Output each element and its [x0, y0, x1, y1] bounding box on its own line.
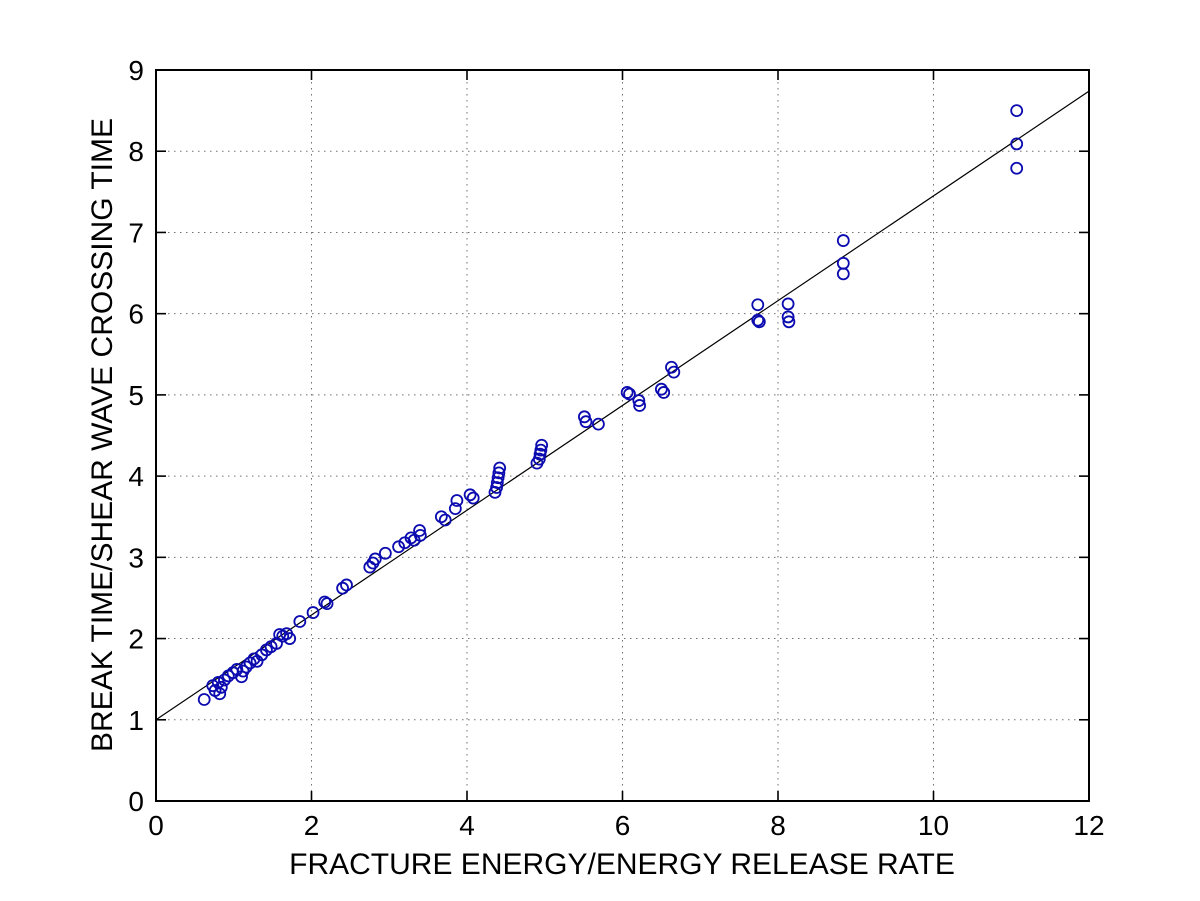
- x-tick-label: 8: [770, 810, 786, 841]
- data-point: [751, 313, 765, 327]
- x-axis-label: FRACTURE ENERGY/ENERGY RELEASE RATE: [289, 848, 955, 881]
- data-point: [751, 298, 765, 312]
- data-point: [466, 491, 480, 505]
- y-tick-label: 9: [128, 55, 144, 86]
- data-point: [438, 513, 452, 527]
- data-point: [368, 552, 382, 566]
- y-axis-label: BREAK TIME/SHEAR WAVE CROSSING TIME: [86, 118, 119, 752]
- data-point: [1010, 137, 1024, 151]
- data-point: [218, 673, 231, 687]
- data-point: [781, 310, 795, 324]
- data-point: [782, 315, 796, 329]
- data-point: [378, 546, 392, 560]
- x-tick-label: 4: [459, 810, 475, 841]
- y-tick-label: 0: [128, 786, 144, 817]
- x-tick-label: 12: [1073, 810, 1104, 841]
- data-point: [490, 476, 504, 490]
- data-point: [239, 660, 253, 674]
- data-point: [623, 387, 636, 401]
- data-point: [579, 415, 593, 429]
- data-point: [1010, 104, 1024, 118]
- data-point: [306, 606, 320, 619]
- data-point: [413, 529, 427, 542]
- y-tick-label: 6: [128, 299, 144, 330]
- data-point: [591, 417, 605, 431]
- y-tick-label: 3: [128, 542, 144, 573]
- y-tick-label: 1: [128, 705, 144, 736]
- data-point: [214, 680, 228, 694]
- data-point: [667, 365, 681, 379]
- data-point: [320, 597, 334, 611]
- data-point: [318, 595, 332, 609]
- data-point: [654, 382, 668, 396]
- x-tick-label: 6: [615, 810, 631, 841]
- data-point: [197, 693, 211, 706]
- data-point: [632, 394, 646, 407]
- data-point: [535, 438, 549, 452]
- data-point: [532, 452, 546, 466]
- y-tick-label: 8: [128, 136, 144, 167]
- data-point: [448, 502, 462, 516]
- data-point: [293, 615, 307, 628]
- data-point: [657, 386, 671, 399]
- data-points: [197, 104, 1024, 706]
- fit-line-segment: [155, 90, 1090, 721]
- data-point: [836, 234, 850, 247]
- data-point: [413, 524, 426, 537]
- data-point: [493, 461, 507, 475]
- gridlines: [156, 70, 1089, 801]
- y-tick-label: 2: [128, 624, 144, 655]
- x-tick-label: 2: [304, 810, 320, 841]
- plot-border: [155, 69, 1090, 802]
- data-point: [836, 256, 850, 270]
- data-point: [492, 466, 506, 480]
- data-point: [752, 315, 766, 329]
- data-point: [491, 471, 505, 485]
- y-tick-label: 7: [128, 217, 144, 248]
- data-point: [434, 510, 448, 524]
- data-point: [283, 632, 297, 645]
- data-point: [336, 581, 350, 595]
- data-point: [633, 399, 647, 412]
- data-point: [836, 267, 850, 281]
- x-tick-label: 0: [148, 810, 164, 841]
- data-point: [340, 578, 353, 592]
- data-point: [781, 297, 795, 311]
- fit-line: [155, 90, 1090, 721]
- axis-ticks: [155, 69, 1090, 802]
- x-tick-label: 10: [918, 810, 949, 841]
- data-point: [620, 386, 634, 399]
- data-point: [463, 488, 477, 502]
- data-point: [450, 494, 464, 507]
- data-point: [404, 531, 418, 545]
- data-point: [490, 481, 503, 494]
- y-tick-label: 5: [128, 380, 144, 411]
- data-point: [243, 656, 257, 670]
- data-point: [213, 687, 227, 701]
- data-point: [1010, 161, 1024, 175]
- data-point: [534, 443, 548, 457]
- y-tick-label: 4: [128, 461, 144, 492]
